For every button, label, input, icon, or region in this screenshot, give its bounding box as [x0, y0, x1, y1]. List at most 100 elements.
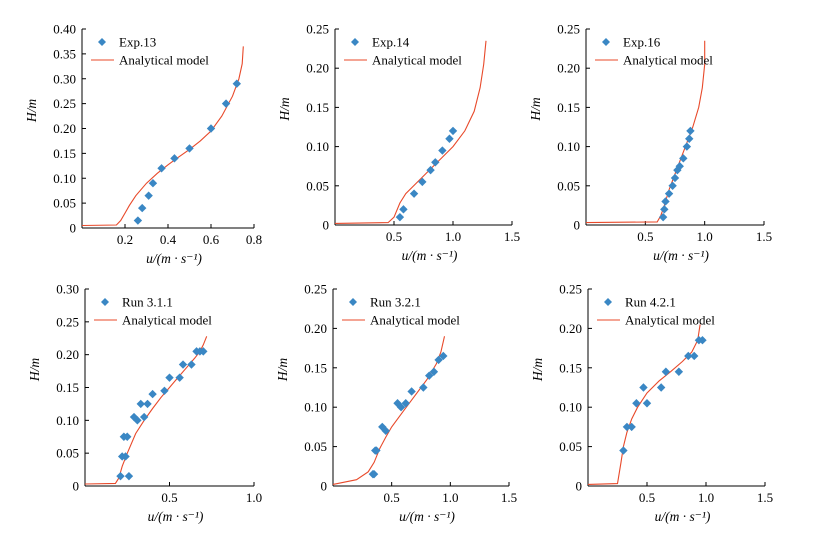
y-tick-label: 0.15	[53, 146, 76, 161]
y-tick-label: 0.05	[53, 196, 76, 211]
data-point	[221, 99, 231, 108]
data-point	[661, 367, 671, 376]
y-tick-label: 0.25	[559, 282, 582, 297]
x-tick-label: 1.0	[246, 490, 262, 505]
y-tick-label: 0.15	[56, 380, 79, 395]
x-axis-label: u/(m · s⁻¹)	[148, 509, 204, 524]
data-point	[175, 373, 184, 382]
data-point	[419, 383, 428, 392]
x-axis-label: u/(m · s⁻¹)	[655, 509, 711, 524]
y-axis-label: H/m	[24, 99, 39, 124]
legend-label-model: Analytical model	[119, 53, 209, 68]
analytical-model-line	[587, 324, 701, 485]
data-point	[139, 412, 149, 422]
data-point	[185, 144, 194, 153]
x-tick-label: 0.5	[386, 229, 402, 244]
data-point	[372, 446, 381, 455]
x-tick-label: 1.5	[504, 229, 520, 244]
data-point	[178, 360, 188, 369]
legend-label-model: Analytical model	[625, 313, 715, 328]
chart-panel-5: 0 0.05 0.10 0.15 0.20 0.25 0.5 1.0 1.5 u/(m · s⁻¹…	[275, 282, 517, 525]
data-point	[165, 373, 174, 382]
y-tick-label: 0.20	[557, 61, 580, 76]
x-tick-label: 0.8	[246, 232, 262, 247]
y-tick-label: 0	[321, 479, 328, 494]
data-point	[369, 469, 379, 479]
data-point	[438, 146, 447, 155]
y-tick-label: 0.30	[53, 71, 76, 86]
data-point	[148, 389, 157, 399]
y-tick-label: 0.10	[304, 400, 327, 415]
y-tick-label: 0.05	[557, 178, 580, 193]
data-point	[232, 79, 241, 88]
x-tick-label: 1.0	[445, 229, 461, 244]
data-point	[639, 383, 648, 392]
data-point	[144, 191, 153, 200]
y-tick-label: 0.05	[304, 439, 327, 454]
x-tick-label: 0.6	[203, 232, 220, 247]
data-point	[675, 162, 684, 171]
data-point	[409, 189, 419, 198]
y-axis-label: H/m	[277, 97, 292, 122]
y-tick-label: 0.25	[306, 22, 329, 37]
data-point	[660, 205, 669, 214]
chart-panel-2: 0 0.05 0.10 0.15 0.20 0.25 0.5 1.0 1.5 u/(m · s⁻¹…	[277, 22, 520, 264]
x-tick-label: 0.5	[161, 490, 177, 505]
y-tick-label: 0	[323, 218, 330, 233]
y-axis-label: H/m	[528, 97, 543, 122]
analytical-model-line	[585, 40, 706, 224]
x-tick-label: 0.4	[160, 232, 177, 247]
data-point	[622, 422, 632, 432]
data-point	[686, 126, 695, 136]
data-point	[123, 432, 132, 441]
legend-label-model: Analytical model	[122, 313, 212, 328]
data-point	[199, 347, 208, 356]
y-tick-label: 0.10	[559, 400, 582, 415]
data-point	[684, 351, 693, 361]
legend-label-data: Exp.13	[119, 35, 156, 50]
x-tick-label: 0.5	[639, 490, 655, 505]
x-tick-label: 1.5	[757, 490, 773, 505]
data-point	[642, 399, 652, 408]
y-tick-label: 0.25	[557, 22, 580, 37]
data-point	[381, 426, 390, 436]
y-tick-label: 0.20	[53, 121, 76, 136]
legend-label-model: Analytical model	[370, 313, 460, 328]
data-point	[431, 158, 440, 167]
legend-label-model: Analytical model	[623, 53, 713, 68]
data-point	[143, 399, 152, 409]
y-tick-label: 0.10	[306, 139, 329, 154]
analytical-model-line	[81, 46, 244, 227]
data-point	[187, 360, 196, 369]
y-tick-label: 0.10	[53, 171, 76, 186]
data-point	[632, 399, 641, 408]
data-point	[160, 386, 169, 395]
data-point	[148, 179, 158, 188]
chart-panel-4: 0 0.05 0.10 0.15 0.20 0.25 0.30 0.5 1.0 u/(m · s⁻…	[27, 282, 262, 525]
data-point	[439, 351, 448, 361]
y-axis-label: H/m	[275, 358, 290, 383]
data-point	[445, 134, 454, 143]
data-point	[425, 371, 434, 380]
data-point	[170, 154, 179, 163]
data-point	[685, 134, 694, 143]
data-point	[426, 165, 435, 175]
data-point	[401, 399, 410, 408]
data-point	[418, 177, 427, 187]
legend-label-data: Exp.14	[372, 35, 410, 50]
data-point	[448, 126, 458, 136]
data-point	[658, 212, 668, 222]
legend-marker-data	[604, 298, 612, 306]
x-tick-label: 1.5	[756, 229, 772, 244]
data-point	[399, 205, 408, 214]
data-point	[679, 154, 688, 163]
data-point	[407, 387, 416, 396]
y-tick-label: 0	[574, 218, 581, 233]
y-tick-label: 0.30	[56, 282, 79, 297]
chart-panel-3: 0 0.05 0.10 0.15 0.20 0.25 0.5 1.0 1.5 u/(m · s⁻¹…	[528, 22, 772, 264]
data-point	[133, 416, 142, 425]
y-tick-label: 0.05	[559, 439, 582, 454]
chart-panel-6: 0 0.05 0.10 0.15 0.20 0.25 0.5 1.0 1.5 u/(m · s⁻¹…	[530, 282, 773, 525]
data-point	[661, 197, 670, 206]
